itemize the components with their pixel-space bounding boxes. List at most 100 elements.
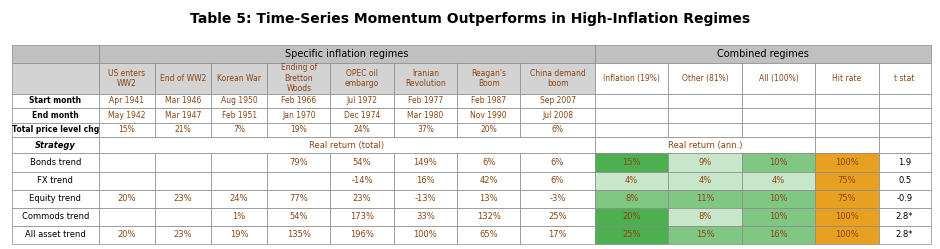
Bar: [457, 190, 521, 208]
Bar: [521, 108, 595, 123]
Bar: [394, 108, 457, 123]
Text: 20%: 20%: [118, 231, 136, 240]
Bar: [99, 94, 155, 108]
Text: 24%: 24%: [353, 125, 370, 134]
Bar: [879, 123, 931, 137]
Bar: [595, 226, 668, 244]
Bar: [879, 226, 931, 244]
Bar: [155, 108, 212, 123]
Text: 1.9: 1.9: [898, 158, 911, 167]
Text: 2.8*: 2.8*: [896, 231, 914, 240]
Bar: [815, 208, 879, 226]
Bar: [595, 153, 668, 172]
Bar: [742, 63, 815, 94]
Text: 135%: 135%: [287, 231, 311, 240]
Text: 19%: 19%: [230, 231, 248, 240]
Bar: [521, 123, 595, 137]
Bar: [595, 208, 668, 226]
Text: 79%: 79%: [290, 158, 308, 167]
Bar: [212, 172, 267, 190]
Bar: [595, 94, 668, 108]
Bar: [394, 208, 457, 226]
Bar: [12, 45, 99, 63]
Bar: [668, 123, 742, 137]
Bar: [212, 208, 267, 226]
Bar: [12, 94, 99, 108]
Text: Total price level chg: Total price level chg: [12, 125, 99, 134]
Bar: [331, 94, 394, 108]
Text: 25%: 25%: [622, 231, 641, 240]
Text: 6%: 6%: [551, 158, 564, 167]
Text: Feb 1966: Feb 1966: [281, 96, 317, 106]
Text: Equity trend: Equity trend: [29, 194, 82, 203]
Text: Strategy: Strategy: [35, 141, 76, 150]
Text: 173%: 173%: [350, 212, 374, 221]
Bar: [521, 63, 595, 94]
Text: 196%: 196%: [351, 231, 374, 240]
Text: 6%: 6%: [552, 125, 564, 134]
Text: 4%: 4%: [625, 176, 638, 185]
Bar: [12, 137, 99, 153]
Text: 2.8*: 2.8*: [896, 212, 914, 221]
Bar: [155, 226, 212, 244]
Bar: [12, 208, 99, 226]
Text: 54%: 54%: [290, 212, 308, 221]
Bar: [457, 123, 521, 137]
Bar: [815, 172, 879, 190]
Text: 13%: 13%: [479, 194, 498, 203]
Bar: [394, 123, 457, 137]
Bar: [99, 63, 155, 94]
Bar: [212, 123, 267, 137]
Bar: [457, 172, 521, 190]
Text: 33%: 33%: [416, 212, 435, 221]
Bar: [879, 63, 931, 94]
Text: 149%: 149%: [414, 158, 437, 167]
Text: 20%: 20%: [622, 212, 641, 221]
Text: All (100%): All (100%): [759, 74, 798, 83]
Text: 11%: 11%: [696, 194, 714, 203]
Text: End month: End month: [32, 111, 79, 120]
Bar: [155, 190, 212, 208]
Text: Feb 1977: Feb 1977: [408, 96, 443, 106]
Bar: [742, 123, 815, 137]
Text: 10%: 10%: [769, 212, 788, 221]
Text: 23%: 23%: [174, 194, 193, 203]
Bar: [212, 153, 267, 172]
Bar: [815, 123, 879, 137]
Bar: [12, 123, 99, 137]
Bar: [155, 172, 212, 190]
Bar: [742, 208, 815, 226]
Bar: [267, 94, 331, 108]
Bar: [12, 108, 99, 123]
Text: 15%: 15%: [622, 158, 641, 167]
Text: Apr 1941: Apr 1941: [109, 96, 145, 106]
Bar: [212, 63, 267, 94]
Bar: [99, 108, 155, 123]
Bar: [521, 190, 595, 208]
Text: 15%: 15%: [118, 125, 135, 134]
Bar: [12, 63, 99, 94]
Bar: [12, 153, 99, 172]
Bar: [668, 208, 742, 226]
Text: Feb 1987: Feb 1987: [471, 96, 507, 106]
Text: 16%: 16%: [416, 176, 434, 185]
Bar: [742, 153, 815, 172]
Bar: [521, 226, 595, 244]
Text: 9%: 9%: [698, 158, 712, 167]
Text: 24%: 24%: [230, 194, 248, 203]
Bar: [879, 190, 931, 208]
Text: 10%: 10%: [769, 158, 788, 167]
Bar: [742, 108, 815, 123]
Bar: [331, 172, 394, 190]
Text: 42%: 42%: [479, 176, 498, 185]
Text: Reagan's
Boom: Reagan's Boom: [471, 69, 506, 88]
Bar: [521, 172, 595, 190]
Text: 77%: 77%: [290, 194, 308, 203]
Bar: [155, 63, 212, 94]
Text: Specific inflation regimes: Specific inflation regimes: [285, 49, 409, 59]
Text: US enters
WW2: US enters WW2: [108, 69, 146, 88]
Bar: [331, 123, 394, 137]
Text: China demand
boom: China demand boom: [529, 69, 586, 88]
Bar: [668, 172, 742, 190]
Bar: [815, 226, 879, 244]
